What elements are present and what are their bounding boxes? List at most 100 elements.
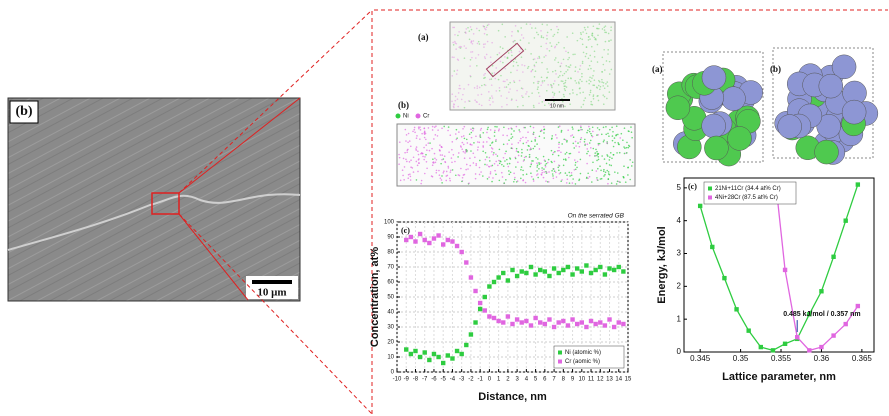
x-tick-label: 0.365 [852, 354, 873, 363]
x-tick-label: 5 [534, 377, 538, 383]
apt-atom [474, 173, 477, 175]
apt-atom [515, 181, 518, 183]
apt-atom [606, 154, 608, 156]
apt-atom [510, 147, 513, 149]
data-point [843, 321, 848, 327]
apt-atom [519, 139, 521, 142]
legend-label: 21Ni+11Cr (34.4 at% Cr) [715, 186, 781, 192]
zoom-line [178, 213, 249, 301]
apt-atom [612, 130, 614, 133]
x-tick-label: -6 [431, 377, 437, 383]
apt-atom [572, 53, 574, 56]
apt-atom [453, 103, 456, 106]
y-tick-label: 30 [387, 325, 394, 331]
apt-atom [553, 80, 556, 82]
legend-label: Cr (aomic %) [565, 359, 600, 365]
apt-atom [574, 161, 577, 164]
apt-atom [496, 126, 498, 128]
apt-atom [449, 134, 452, 137]
apt-atom [602, 140, 605, 143]
apt-atom [443, 155, 446, 158]
apt-atom [613, 137, 616, 139]
apt-atom [534, 145, 536, 148]
apt-atom [484, 158, 487, 161]
apt-scale: 10 nm [550, 103, 564, 109]
apt-atom [565, 182, 568, 184]
apt-atom [618, 151, 621, 154]
apt-atom [440, 179, 443, 181]
apt-atom [497, 129, 500, 132]
apt-atom [488, 165, 491, 168]
apt-atom [602, 85, 604, 87]
apt-atom [603, 139, 605, 141]
apt-atom [557, 154, 560, 157]
apt-atom [414, 131, 416, 134]
apt-atom [423, 136, 426, 139]
data-point [427, 357, 432, 363]
apt-atom [423, 146, 425, 149]
data-point [598, 320, 603, 325]
apt-atom [469, 164, 472, 167]
y-tick-label: 0 [677, 347, 682, 356]
apt-atom [577, 81, 580, 84]
apt-atom [511, 136, 514, 138]
apt-atom [454, 174, 457, 177]
apt-atom [532, 126, 535, 129]
apt-atom [517, 151, 520, 153]
apt-atom [607, 53, 609, 55]
apt-atom [630, 126, 632, 128]
atom [777, 114, 802, 139]
apt-atom [560, 80, 563, 82]
apt-atom [550, 138, 553, 140]
apt-atom [521, 151, 523, 154]
apt-atom [592, 84, 594, 87]
apt-atom [530, 140, 533, 143]
cluster-cell [662, 51, 764, 163]
apt-atom [594, 152, 597, 154]
apt-atom [557, 61, 560, 64]
apt-atom [474, 177, 477, 180]
apt-atom [614, 141, 616, 144]
apt-atom [552, 177, 555, 180]
apt-atom [593, 36, 596, 39]
apt-atom [608, 164, 611, 166]
apt-atom [512, 40, 515, 43]
apt-atom [508, 139, 510, 141]
apt-atom [602, 63, 605, 66]
apt-atom [609, 156, 611, 158]
apt-atom [615, 125, 618, 128]
apt-strip [396, 123, 636, 187]
apt-atom [522, 174, 524, 176]
data-point [570, 317, 575, 322]
apt-atom [576, 166, 578, 169]
apt-atom [463, 57, 466, 59]
apt-atom [616, 180, 619, 183]
apt-atom [472, 40, 475, 42]
apt-atom [571, 32, 574, 35]
x-tick-label: -1 [477, 377, 483, 383]
apt-atom [524, 126, 526, 129]
apt-atom [458, 174, 461, 177]
panel-label: (c) [401, 226, 410, 235]
apt-atom [502, 165, 505, 167]
apt-atom [528, 156, 531, 158]
apt-atom [597, 142, 600, 145]
apt-atom [597, 158, 600, 161]
apt-atom [552, 175, 554, 177]
atom [841, 99, 867, 125]
apt-atom [531, 27, 533, 29]
apt-atom [513, 180, 515, 183]
data-point [607, 317, 612, 322]
x-tick-label: 9 [571, 377, 575, 383]
apt-atom [584, 144, 586, 146]
apt-atom [581, 128, 583, 131]
apt-atom [479, 134, 481, 136]
apt-atom [460, 167, 462, 170]
apt-atom [495, 90, 498, 92]
apt-atom [510, 51, 513, 53]
apt-atom [551, 91, 554, 94]
apt-atom [408, 161, 411, 163]
apt-atom [556, 25, 558, 28]
apt-atom [558, 172, 561, 175]
apt-atom [447, 165, 450, 168]
